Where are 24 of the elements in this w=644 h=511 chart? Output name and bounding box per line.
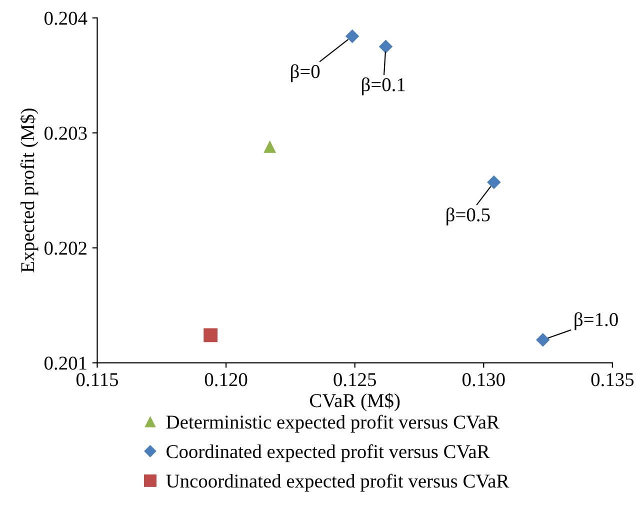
legend-label: Coordinated expected profit versus CVaR [166,444,490,462]
point [536,332,550,347]
y-axis-title: Expected profit (M$) [20,108,38,272]
x-tick-label: 0.120 [204,373,248,386]
y-tick-label: 0.202 [44,242,86,255]
point [487,175,501,190]
x-axis-title: CVaR (M$) [310,392,400,412]
x-tick-label: 0.135 [591,373,634,386]
legend-label: Deterministic expected profit versus CVaR [166,414,500,433]
annotation: β=1.0 [574,312,618,330]
y-tick-label: 0.204 [44,12,88,25]
y-tick-label: 0.201 [44,356,86,370]
x-tick-label: 0.125 [334,373,376,386]
x-tick-label: 0.130 [462,373,505,386]
point [345,29,360,44]
legend-label: Uncoordinated expected profit versus CVaR [166,474,510,492]
point [264,140,276,153]
point [204,328,218,342]
point [378,40,393,54]
x-tick-label: 0.115 [76,373,118,386]
annotation: β=0.5 [446,208,490,226]
y-tick-label: 0.203 [44,126,87,140]
annotation: β=0.1 [362,77,405,96]
annotation: β=0 [291,64,320,82]
